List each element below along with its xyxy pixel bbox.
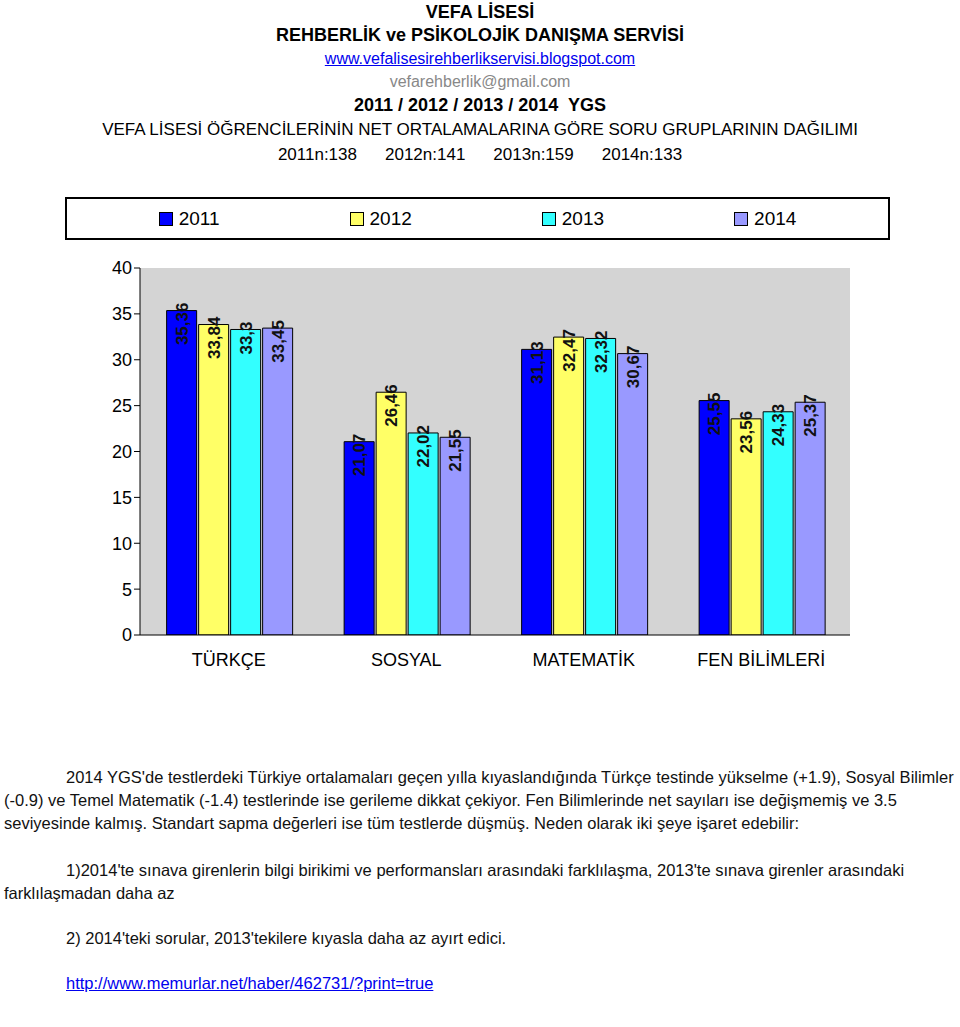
svg-text:33,84: 33,84 <box>205 316 224 359</box>
svg-text:35: 35 <box>112 304 132 324</box>
svg-text:26,46: 26,46 <box>382 384 401 427</box>
html-text:VEFA LİSESİ: VEFA LİSESİ <box>425 2 535 22</box>
svg-text:5: 5 <box>122 580 132 600</box>
html-text:VEFA LİSESİ ÖĞRENCİLERİNİN NET: VEFA LİSESİ ÖĞRENCİLERİNİN NET ORTALAMAL… <box>102 120 858 139</box>
svg-text:21,55: 21,55 <box>446 429 465 472</box>
svg-text:30,67: 30,67 <box>624 346 643 389</box>
svg-text:0: 0 <box>122 625 132 645</box>
svg-text:15: 15 <box>112 488 132 508</box>
html-text:2014n:133: 2014n:133 <box>601 145 683 164</box>
svg-text:24,33: 24,33 <box>769 404 788 447</box>
html-text:2014: 2014 <box>754 207 797 229</box>
svg-text:25,37: 25,37 <box>801 394 820 437</box>
html-text:2014 YGS'de testlerdeki Türkiy: 2014 YGS'de testlerdeki Türkiye ortalama… <box>4 768 954 832</box>
html-text:2012: 2012 <box>369 207 412 229</box>
svg-text:25: 25 <box>112 396 132 416</box>
html-text:2011: 2011 <box>178 207 220 229</box>
html-text:http://www.memurlar.net/haber/: http://www.memurlar.net/haber/462731/?pr… <box>66 974 434 992</box>
html-text:vefarehberlik@gmail.com: vefarehberlik@gmail.com <box>389 73 571 90</box>
svg-text:FEN BİLİMLERİ: FEN BİLİMLERİ <box>697 650 825 670</box>
svg-text:31,13: 31,13 <box>528 341 547 384</box>
svg-text:33,3: 33,3 <box>237 321 256 354</box>
html-text:1)2014'te sınava girenlerin bi: 1)2014'te sınava girenlerin bilgi biriki… <box>4 861 905 902</box>
html-text:REHBERLİK ve PSİKOLOJİK DANIŞM: REHBERLİK ve PSİKOLOJİK DANIŞMA SERVİSİ <box>276 25 684 45</box>
svg-text:23,56: 23,56 <box>737 411 756 454</box>
svg-text:22,02: 22,02 <box>414 425 433 468</box>
html-text:2013: 2013 <box>561 207 605 229</box>
html-text:2013n:159: 2013n:159 <box>493 145 574 164</box>
svg-text:35,36: 35,36 <box>173 303 192 346</box>
svg-text:30: 30 <box>112 350 132 370</box>
svg-text:20: 20 <box>112 442 132 462</box>
html-text:2) 2014'teki sorular, 2013'tek: 2) 2014'teki sorular, 2013'tekilere kıya… <box>66 929 507 947</box>
svg-text:40: 40 <box>112 258 132 278</box>
html-text:2011 / 2012 / 2013 / 2014 YGS: 2011 / 2012 / 2013 / 2014 YGS <box>354 95 606 115</box>
html-text:2012n:141: 2012n:141 <box>385 145 466 164</box>
svg-text:33,45: 33,45 <box>269 320 288 363</box>
svg-text:SOSYAL: SOSYAL <box>371 650 442 670</box>
svg-text:10: 10 <box>112 534 132 554</box>
html-text:www.vefalisesirehberlikservisi: www.vefalisesirehberlikservisi.blogspot.… <box>324 50 636 67</box>
svg-text:21,07: 21,07 <box>350 434 369 477</box>
svg-text:MATEMATİK: MATEMATİK <box>533 650 635 670</box>
svg-text:32,47: 32,47 <box>560 329 579 372</box>
svg-text:32,32: 32,32 <box>592 330 611 373</box>
html-text:2011n:138: 2011n:138 <box>277 145 357 164</box>
svg-text:TÜRKÇE: TÜRKÇE <box>192 650 266 670</box>
svg-text:25,55: 25,55 <box>705 393 724 436</box>
